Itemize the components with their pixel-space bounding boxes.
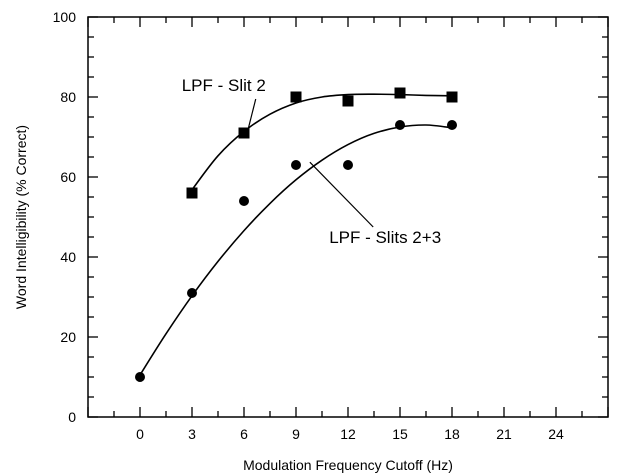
square-point bbox=[290, 91, 302, 103]
circle-point bbox=[291, 160, 301, 170]
annotation-leader-line bbox=[246, 98, 257, 132]
x-tick-label: 6 bbox=[240, 426, 248, 442]
circle-point bbox=[239, 196, 249, 206]
circle-point bbox=[447, 120, 457, 130]
x-tick-label: 9 bbox=[292, 426, 300, 442]
axis-ticks bbox=[87, 16, 609, 418]
x-tick-label: 12 bbox=[340, 426, 356, 442]
square-point bbox=[394, 87, 406, 99]
circle-point bbox=[187, 288, 197, 298]
annotations: LPF - Slit 2 LPF - Slits 2+3 bbox=[182, 76, 441, 247]
square-point bbox=[446, 91, 458, 103]
x-tick-label: 3 bbox=[188, 426, 196, 442]
square-point bbox=[238, 127, 250, 139]
annotation-label: LPF - Slit 2 bbox=[182, 76, 266, 95]
y-tick-label: 20 bbox=[60, 329, 76, 345]
circle-point bbox=[343, 160, 353, 170]
y-tick-label: 40 bbox=[60, 249, 76, 265]
tick-labels: 0 3 6 9 12 15 18 21 24 0 20 40 60 80 100 bbox=[53, 9, 564, 442]
x-tick-label: 18 bbox=[444, 426, 460, 442]
annotation-leaders bbox=[246, 98, 374, 228]
annotation-label: LPF - Slits 2+3 bbox=[329, 228, 441, 247]
x-tick-label: 0 bbox=[136, 426, 144, 442]
y-tick-label: 60 bbox=[60, 169, 76, 185]
plot-frame bbox=[87, 16, 609, 418]
x-axis-title: Modulation Frequency Cutoff (Hz) bbox=[243, 457, 453, 473]
x-tick-label: 15 bbox=[392, 426, 408, 442]
y-tick-label: 100 bbox=[53, 9, 77, 25]
data-points bbox=[135, 87, 458, 382]
circle-point bbox=[395, 120, 405, 130]
x-tick-label: 21 bbox=[496, 426, 512, 442]
y-tick-label: 0 bbox=[68, 409, 76, 425]
square-point bbox=[342, 95, 354, 107]
annotation-leader-line bbox=[309, 161, 374, 228]
x-tick-label: 24 bbox=[548, 426, 564, 442]
circle-point bbox=[135, 372, 145, 382]
fit-curve-series-1 bbox=[191, 93, 453, 191]
y-tick-label: 80 bbox=[60, 89, 76, 105]
square-point bbox=[186, 187, 198, 199]
y-axis-title: Word Intelligibility (% Correct) bbox=[13, 125, 29, 309]
